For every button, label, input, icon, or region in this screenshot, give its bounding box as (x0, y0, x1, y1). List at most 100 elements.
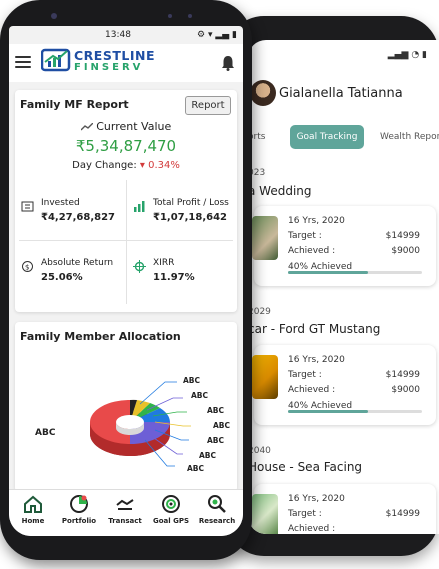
goal-card[interactable]: 16 Yrs, 2020 Target : $14999 Achieved : … (252, 206, 436, 286)
stat-value: 25.06% (41, 272, 83, 283)
mf-report-title: Family MF Report (20, 98, 129, 111)
achieved-label: Achieved : (288, 246, 336, 256)
allocation-label: ABC (207, 436, 225, 445)
allocation-label: ABC (207, 406, 225, 415)
brand-name: CRESTLINE (74, 48, 155, 63)
allocation-donut-chart (90, 399, 170, 456)
allocation-card: Family Member Allocation ABC ABC ABC ABC (15, 322, 237, 492)
target-icon (133, 260, 146, 273)
camera-notch (51, 13, 192, 19)
stat-value: ₹1,07,18,642 (153, 212, 228, 223)
bar-chart-icon (134, 201, 145, 212)
report-button[interactable]: Report (185, 96, 231, 115)
target-value: $14999 (385, 231, 420, 241)
grid-divider-vertical (126, 180, 127, 304)
current-value-text: Current Value (96, 120, 172, 133)
front-phone-screen: 13:48 ⚙ ▾ ▂▄ ▮ CRESTLINE FINSERV Family … (9, 26, 243, 536)
target-value: $14999 (385, 370, 420, 380)
current-value: ₹5,34,87,470 (75, 137, 177, 155)
goal-tabs: orts Goal Tracking Wealth Report (248, 125, 439, 151)
portfolio-icon (70, 495, 88, 513)
achieved-value: $9000 (391, 385, 420, 395)
user-name: Gialanella Tatianna (279, 86, 403, 101)
nav-portfolio[interactable]: Portfolio (57, 494, 101, 534)
stat-label: Absolute Return (41, 258, 114, 268)
allocation-label: ABC (199, 451, 217, 460)
goal-duration: 16 Yrs, 2020 (288, 355, 345, 365)
goal-year: 2029 (248, 307, 271, 317)
nav-label: Research (198, 517, 236, 525)
target-label: Target : (288, 231, 322, 241)
goal-year: 023 (248, 168, 266, 178)
goal-year: 2040 (248, 446, 271, 456)
stat-value: ₹4,27,68,827 (41, 212, 116, 223)
stat-xirr: XIRR 11.97% (127, 250, 235, 296)
stat-value: 11.97% (153, 272, 195, 283)
mf-report-card: Family MF Report Report Current Value ₹5… (15, 90, 237, 312)
goal-duration: 16 Yrs, 2020 (288, 494, 345, 504)
stat-absolute-return: $ Absolute Return 25.06% (15, 250, 123, 296)
back-status-icons: ▂▄▆ ◔ ▮ (387, 50, 427, 60)
invest-icon (21, 201, 34, 212)
tab-reports[interactable]: orts (248, 132, 266, 142)
return-icon: $ (22, 261, 33, 272)
allocation-label: ABC (35, 428, 56, 438)
progress-bar (288, 271, 422, 274)
stat-label: XIRR (153, 258, 175, 268)
achieved-label: Achieved : (288, 385, 336, 395)
back-phone-screen: ▂▄▆ ◔ ▮ Gialanella Tatianna orts Goal Tr… (248, 40, 439, 534)
brand-subname: FINSERV (74, 62, 144, 73)
progress-fill (288, 271, 369, 274)
target-label: Target : (288, 509, 322, 519)
profile-header: Gialanella Tatianna (248, 80, 439, 126)
day-change-label: Day Change: (72, 160, 137, 171)
nav-label: Portfolio (61, 517, 97, 525)
notification-bell-icon[interactable] (221, 55, 235, 71)
home-icon (24, 495, 42, 513)
goal-image (252, 355, 278, 399)
day-change-value: ▾ 0.34% (139, 160, 180, 171)
progress-bar (288, 410, 422, 413)
tab-wealth-report[interactable]: Wealth Report (380, 132, 439, 142)
nav-goal-gps[interactable]: Goal GPS (149, 494, 193, 534)
target-value: $14999 (385, 509, 420, 519)
goal-title: House - Sea Facing (248, 460, 363, 474)
goal-card[interactable]: 16 Yrs, 2020 Target : $14999 Achieved : (252, 484, 436, 534)
stat-label: Invested (41, 198, 80, 208)
nav-transact[interactable]: Transact (103, 494, 147, 534)
svg-text:$: $ (25, 264, 29, 272)
achieved-value: $9000 (391, 246, 420, 256)
progress-fill (288, 410, 369, 413)
avatar[interactable] (250, 80, 276, 106)
nav-label: Home (21, 517, 45, 525)
tab-goal-tracking[interactable]: Goal Tracking (290, 125, 364, 149)
stat-label: Total Profit / Loss (153, 198, 229, 208)
allocation-label: ABC (187, 464, 205, 473)
target-label: Target : (288, 370, 322, 380)
research-icon (208, 495, 226, 513)
nav-home[interactable]: Home (11, 494, 55, 534)
goal-image (252, 494, 278, 534)
goal-card[interactable]: 16 Yrs, 2020 Target : $14999 Achieved : … (252, 345, 436, 425)
goal-gps-icon (162, 495, 180, 513)
goal-image (252, 216, 278, 260)
trend-icon (80, 122, 94, 131)
menu-icon[interactable] (15, 56, 31, 68)
status-time: 13:48 (105, 30, 131, 40)
achieved-percent: 40% Achieved (288, 401, 353, 411)
stat-total-profit-loss: Total Profit / Loss ₹1,07,18,642 (127, 190, 235, 236)
allocation-label: ABC (191, 391, 209, 400)
grid-divider-horizontal (19, 240, 233, 241)
allocation-title: Family Member Allocation (20, 330, 181, 343)
goal-title: car - Ford GT Mustang (248, 322, 381, 336)
goal-duration: 16 Yrs, 2020 (288, 216, 345, 226)
achieved-label: Achieved : (288, 524, 336, 534)
brand-logo-icon (41, 48, 71, 72)
current-value-label: Current Value (15, 120, 237, 133)
transact-icon (116, 499, 134, 510)
achieved-percent: 40% Achieved (288, 262, 353, 272)
allocation-leader-lines (139, 381, 191, 467)
nav-research[interactable]: Research (195, 494, 239, 534)
allocation-label: ABC (213, 421, 231, 430)
status-bar: 13:48 ⚙ ▾ ▂▄ ▮ (9, 30, 243, 44)
